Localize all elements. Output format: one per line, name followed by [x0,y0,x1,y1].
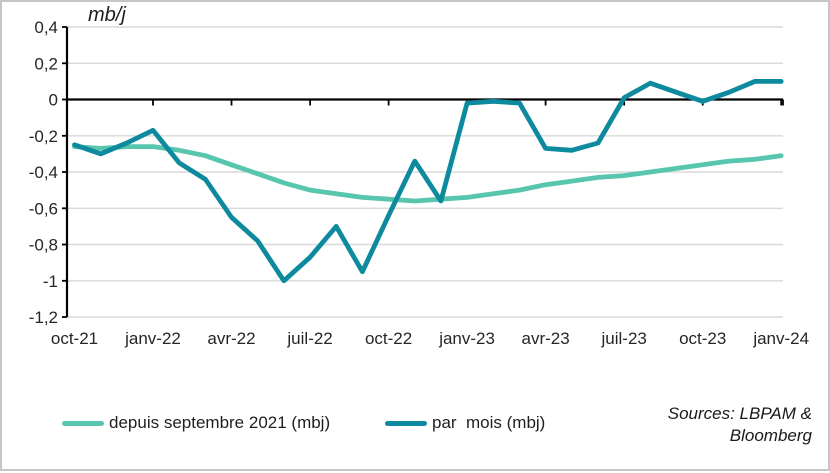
legend-swatch-par-mois [385,420,427,426]
y-tick-label: -0,2 [29,127,58,146]
y-tick-label: 0 [49,91,58,110]
y-tick-label: -0,4 [29,163,58,182]
x-tick-label: juil-23 [601,329,647,348]
x-tick-label: juil-22 [286,329,332,348]
legend-item-depuis-septembre-2021: depuis septembre 2021 (mbj) [62,410,330,436]
x-tick-label: oct-23 [679,329,726,348]
legend-label-par-mois: par mois (mbj) [432,413,546,432]
y-tick-label: -0,8 [29,236,58,255]
gridlines [67,26,783,318]
legend-swatch-depuis-septembre-2021 [62,420,104,426]
legend: depuis septembre 2021 (mbj) par mois (mb… [2,410,828,436]
axes [62,26,784,318]
x-tick-label: avr-23 [522,329,570,348]
source-line-2: Bloomberg [729,426,812,446]
y-tick-label: -1 [43,272,58,291]
x-tick-label: oct-21 [51,329,98,348]
source-line-1: Sources: LBPAM & [667,404,812,423]
axis-tick-labels: 0,4 0,2 0 -0,2 -0,4 -0,6 -0,8 -1 -1,2 oct-21 janv-… [29,18,809,348]
series-lines [72,79,784,284]
x-tick-label: avr-22 [207,329,255,348]
y-axis-unit-label: mb/j [88,4,126,26]
x-tick-label: janv-22 [124,329,181,348]
y-tick-label: -0,6 [29,199,58,218]
series-line-par-mois [72,79,784,284]
y-tick-label: -1,2 [29,308,58,327]
series-line-depuis-septembre-2021 [72,144,784,204]
y-tick-label: 0,2 [34,54,58,73]
x-tick-label: janv-23 [438,329,495,348]
y-tick-label: 0,4 [34,18,58,37]
legend-item-par-mois: par mois (mbj) [385,410,545,436]
source-attribution: Sources: LBPAM & Bloomberg [552,403,812,448]
x-tick-label: janv-24 [752,329,809,348]
legend-label-depuis-septembre-2021: depuis septembre 2021 (mbj) [109,413,331,432]
x-tick-label: oct-22 [365,329,412,348]
